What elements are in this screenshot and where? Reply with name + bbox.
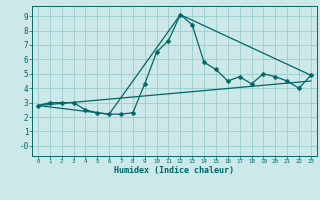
X-axis label: Humidex (Indice chaleur): Humidex (Indice chaleur)	[115, 166, 234, 175]
